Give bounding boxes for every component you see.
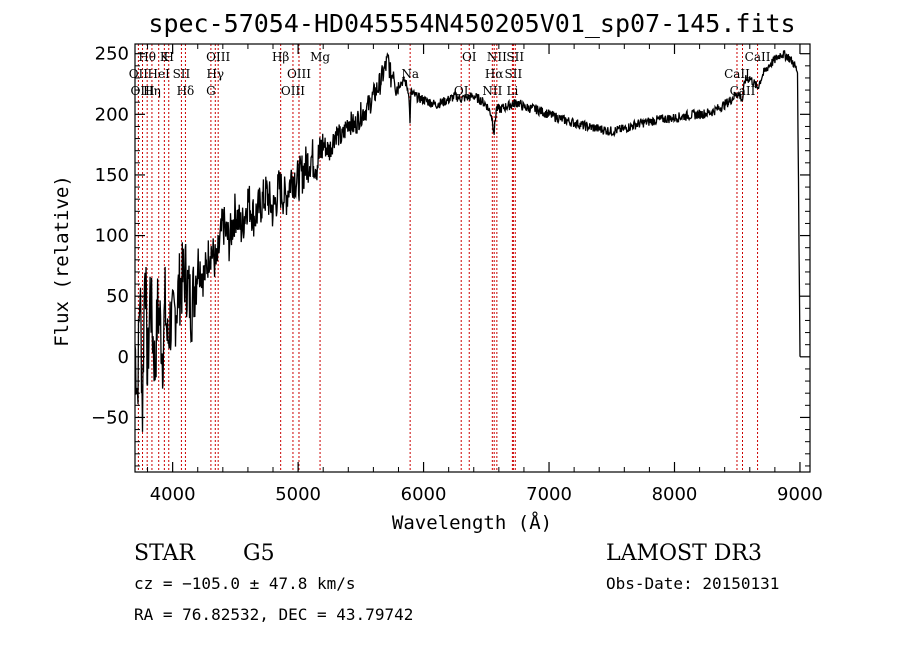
spectral-line-label: OII <box>129 67 149 81</box>
spectral-line-label: NII <box>487 50 507 64</box>
spectral-line-markers <box>137 44 759 472</box>
spectral-line-label: Hα <box>485 67 504 81</box>
x-tick-label: 9000 <box>777 484 823 505</box>
spectral-line-label: Mg <box>310 50 330 64</box>
y-axis-ticks: −50 0 50 100 150 200 250 <box>91 44 810 467</box>
plot-frame <box>134 43 811 473</box>
spectral-line-label: SII <box>505 67 523 81</box>
y-tick-label: 150 <box>95 165 129 186</box>
x-tick-label: 4000 <box>150 484 196 505</box>
spectral-line-label: OIII <box>130 84 154 98</box>
x-tick-label: 7000 <box>526 484 572 505</box>
spectral-line-label: Hθ <box>138 50 156 64</box>
y-tick-label: 100 <box>95 226 129 247</box>
spectral-line-labels: Hθ OII OIII K HeI Hη H SII Hδ OIII Hγ G Hβ OIII OIII Mg… <box>129 50 771 98</box>
x-tick-label: 5000 <box>275 484 321 505</box>
chart-title: spec-57054-HD045554N450205V01_sp07-145.f… <box>148 9 795 38</box>
spectral-line-label: HeI <box>148 67 171 81</box>
spectral-line-label: Hη <box>143 84 161 98</box>
spectral-line-label: K <box>160 50 170 64</box>
coordinates: RA = 76.82532, DEC = 43.79742 <box>134 605 413 624</box>
y-tick-label: 250 <box>95 44 129 65</box>
spectral-line-label: SII <box>173 67 191 81</box>
x-axis-label: Wavelength (Å) <box>392 511 552 534</box>
spectral-subclass: G5 <box>243 541 275 566</box>
spectral-line-label: OIII <box>206 50 230 64</box>
observation-date: Obs-Date: 20150131 <box>606 574 779 593</box>
y-tick-label: 0 <box>118 347 129 368</box>
spectral-line-label: OIII <box>287 67 311 81</box>
redshift-velocity: cz = −105.0 ± 47.8 km/s <box>134 574 356 593</box>
y-tick-label: 50 <box>106 286 129 307</box>
spectral-line-label: OIII <box>281 84 305 98</box>
spectral-line-label: NII <box>482 84 502 98</box>
spectral-line-label: G <box>206 84 216 98</box>
y-axis-label: Flux (relative) <box>51 175 73 347</box>
spectral-line-label: Hγ <box>206 67 224 81</box>
spectral-line-label: Hβ <box>272 50 289 64</box>
spectral-line-label: OI <box>462 50 477 64</box>
spectral-line-label: CaII <box>745 50 771 64</box>
x-tick-label: 6000 <box>401 484 447 505</box>
spectral-line-label: SII <box>506 50 524 64</box>
object-class: STAR <box>134 541 196 566</box>
survey-name: LAMOST DR3 <box>606 541 762 566</box>
spectral-line-label: Li <box>506 84 518 98</box>
spectrum-line <box>134 50 801 432</box>
spectral-line-label: Na <box>401 67 419 81</box>
y-tick-label: −50 <box>91 407 129 428</box>
spectral-line-label: Hδ <box>177 84 195 98</box>
spectral-line-label: CaII <box>724 67 750 81</box>
spectral-line-label: H <box>164 50 174 64</box>
x-tick-label: 8000 <box>652 484 698 505</box>
y-tick-label: 200 <box>95 104 129 125</box>
x-axis-ticks: 4000 5000 6000 7000 8000 9000 <box>147 44 823 505</box>
